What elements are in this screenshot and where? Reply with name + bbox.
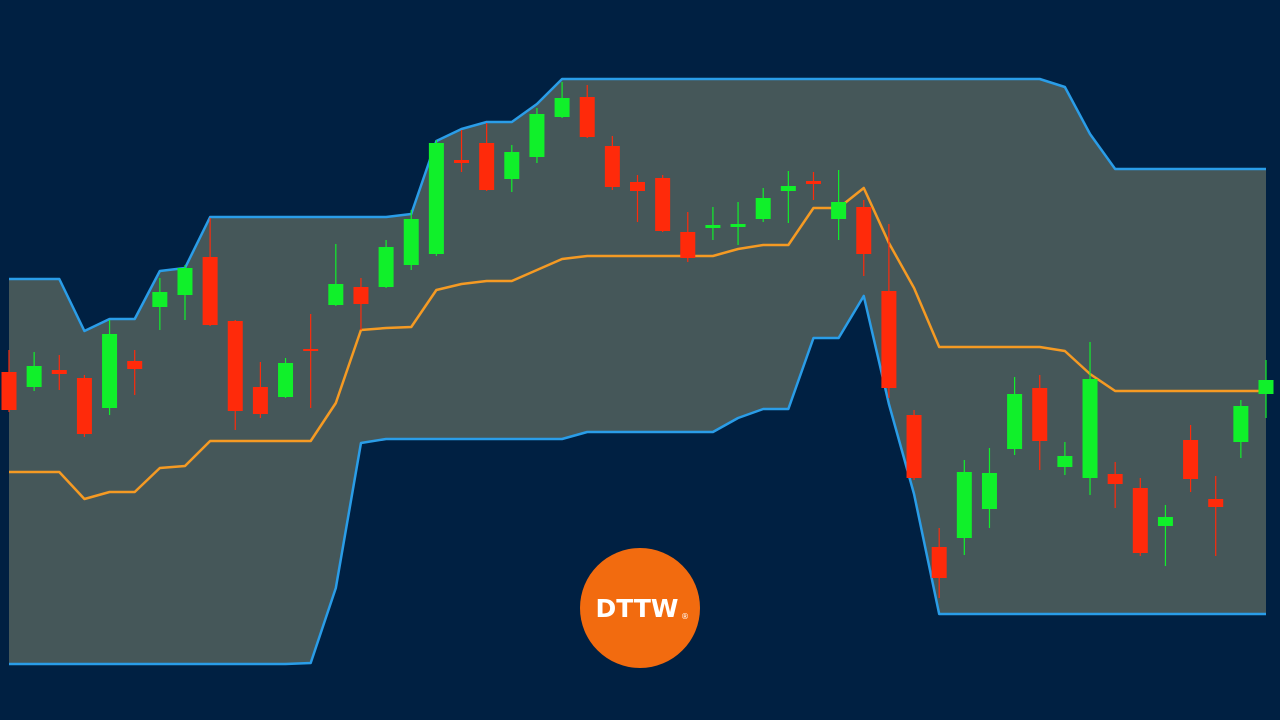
candle-body — [76, 378, 92, 434]
candle-body — [328, 284, 344, 305]
candle-body — [353, 287, 369, 304]
logo-text: DTTW — [595, 594, 678, 623]
candle-body — [227, 321, 243, 411]
candle-body — [479, 143, 495, 190]
candle-body — [655, 178, 671, 231]
candle-body — [856, 207, 872, 254]
candle-body — [102, 334, 118, 408]
logo-circle — [580, 548, 700, 668]
candle-body — [755, 198, 771, 219]
candle-body — [403, 219, 419, 265]
candle-body — [931, 547, 947, 578]
candle-body — [51, 370, 67, 374]
candle-body — [1183, 440, 1199, 479]
candle-body — [906, 415, 922, 478]
lower-band — [9, 294, 1266, 666]
candle-body — [1007, 394, 1023, 449]
candle-body — [202, 257, 218, 325]
candle-body — [981, 473, 997, 509]
candle-body — [730, 224, 746, 227]
candle-body — [705, 225, 721, 228]
candle-body — [378, 247, 394, 287]
candle-body — [1032, 388, 1048, 441]
candle-body — [1082, 379, 1098, 478]
candle-body — [303, 349, 319, 351]
candle-body — [454, 160, 470, 163]
candle-body — [529, 114, 545, 157]
candle-body — [1208, 499, 1224, 507]
candle-body — [579, 97, 595, 137]
candle-body — [680, 232, 696, 258]
candle-body — [127, 361, 143, 369]
candle-body — [152, 292, 168, 307]
candle-body — [428, 143, 444, 254]
candle-body — [805, 181, 821, 184]
bands — [9, 77, 1266, 666]
candle-body — [1, 372, 17, 410]
candle-body — [956, 472, 972, 538]
candle-body — [504, 152, 520, 179]
candle-body — [1107, 474, 1123, 484]
candle-body — [831, 202, 847, 219]
candles — [1, 82, 1274, 598]
candle-body — [554, 98, 570, 117]
candle-body — [1057, 456, 1073, 467]
candle-body — [630, 182, 645, 191]
candle-body — [1157, 517, 1173, 526]
candle-body — [252, 387, 268, 414]
channel-fill — [9, 79, 1266, 664]
upper-band — [9, 77, 1266, 333]
candle-body — [1258, 380, 1274, 394]
candle-body — [1132, 488, 1148, 553]
candle-body — [604, 146, 620, 187]
candle-body — [278, 363, 294, 397]
middle-band — [9, 186, 1266, 501]
candle-body — [881, 291, 897, 388]
candle-body — [780, 186, 796, 191]
candle-body — [26, 366, 42, 387]
candle-body — [1233, 406, 1249, 442]
logo-mark: ® — [681, 612, 689, 621]
logo: DTTW ® — [580, 548, 700, 668]
candle-body — [177, 268, 193, 295]
